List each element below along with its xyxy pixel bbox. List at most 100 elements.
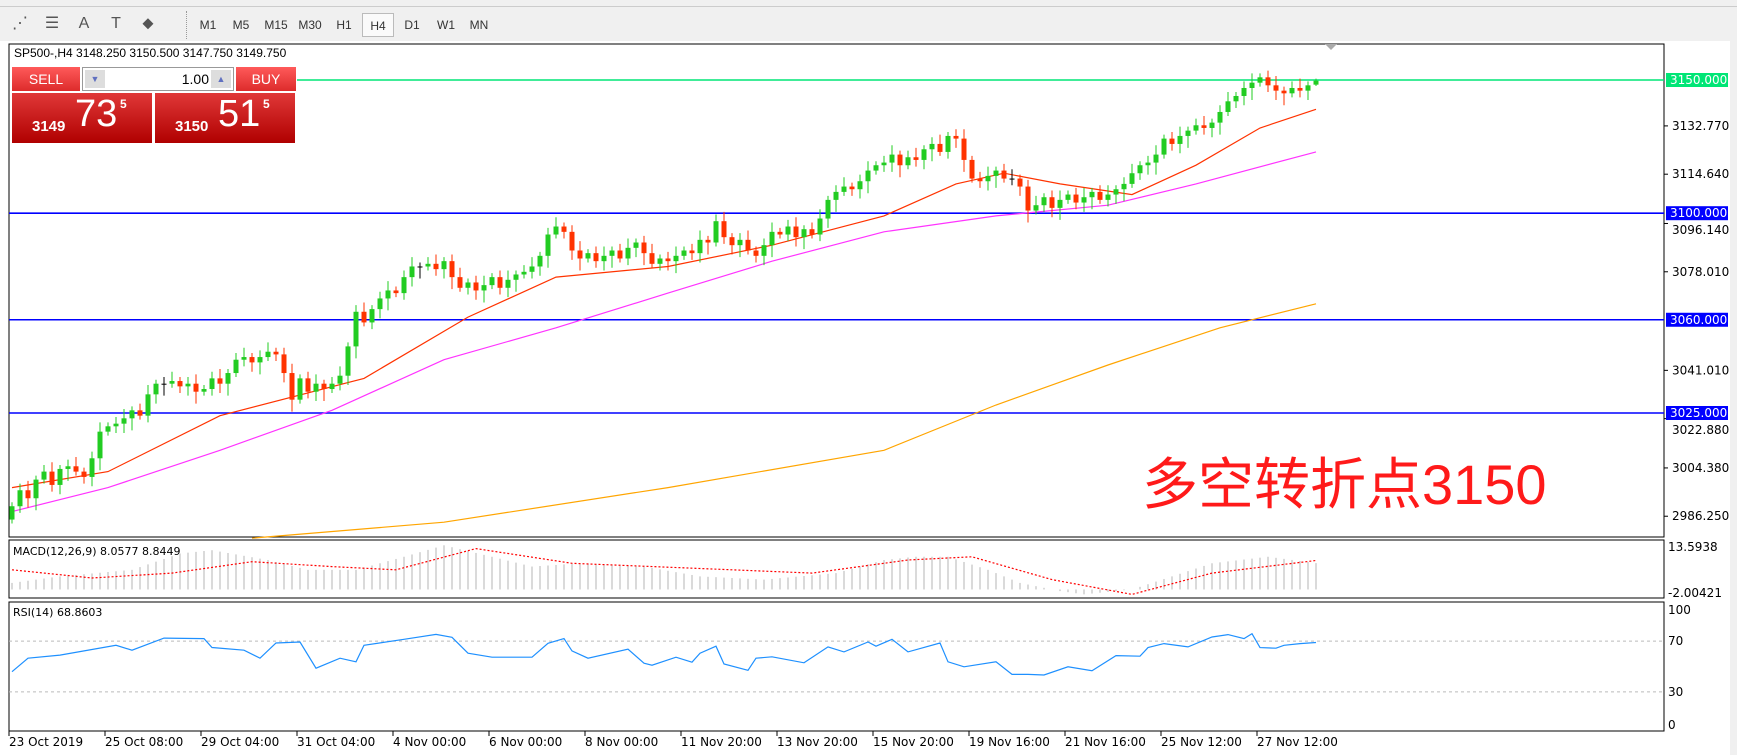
timeframe-mn[interactable]: MN	[469, 18, 489, 32]
sell-price-pips: 73	[75, 93, 118, 135]
candle-body	[801, 229, 807, 238]
candle-body	[729, 237, 735, 246]
candle-body	[497, 277, 503, 288]
timeframe-d1[interactable]: D1	[404, 18, 420, 32]
candle-body	[833, 191, 839, 200]
buy-price-prefix: 3150	[175, 118, 209, 135]
candle-body	[617, 250, 623, 259]
candle-body	[329, 383, 335, 390]
price-axis-label: 3078.010	[1672, 265, 1729, 279]
timeframe-w1[interactable]: W1	[437, 18, 455, 32]
candle-body	[249, 357, 255, 363]
candle-body	[545, 234, 551, 256]
candle-body	[1273, 85, 1279, 91]
candle-body	[1009, 178, 1015, 180]
candle-body	[1113, 189, 1119, 195]
lot-size-stepper[interactable]: ▼ 1.00 ▲	[82, 67, 234, 91]
price-axis-label: 3114.640	[1672, 167, 1729, 181]
candle-body	[1097, 191, 1103, 200]
price-axis-label: 3022.880	[1672, 423, 1729, 437]
candle-body	[1161, 138, 1167, 155]
macd-histogram	[11, 545, 1317, 595]
price-line-label: 3150.000	[1670, 73, 1727, 87]
candle-body	[785, 226, 791, 235]
candle-body	[417, 266, 423, 268]
sell-price-fraction: 5	[120, 97, 127, 111]
timeframe-m1[interactable]: M1	[199, 18, 217, 32]
time-axis-label: 21 Nov 16:00	[1065, 735, 1146, 749]
timeframe-m5[interactable]: M5	[232, 18, 250, 32]
increase-lot-icon[interactable]: ▲	[211, 70, 231, 88]
candle-body	[361, 311, 367, 323]
candle-body	[929, 143, 935, 150]
candle-body	[241, 357, 247, 360]
candle-body	[313, 383, 319, 392]
candle-body	[937, 143, 943, 152]
candle-body	[537, 255, 543, 267]
candle-body	[193, 383, 199, 392]
candle-body	[745, 239, 751, 251]
lot-size-input[interactable]: 1.00	[181, 71, 209, 87]
candle-body	[217, 378, 223, 384]
candle-body	[1313, 80, 1319, 85]
candle-body	[793, 226, 799, 238]
candle-body	[1169, 138, 1175, 144]
candle-body	[961, 138, 967, 160]
candle-body	[969, 159, 975, 179]
candle-body	[905, 157, 911, 166]
timeframe-h1[interactable]: H1	[336, 18, 352, 32]
timeframe-h4[interactable]: H4	[362, 13, 394, 37]
candle-body	[569, 231, 575, 251]
candle-body	[57, 468, 63, 485]
candle-body	[401, 277, 407, 294]
chart-shift-marker-icon[interactable]	[1325, 44, 1337, 50]
candle-body	[1025, 186, 1031, 211]
candle-body	[113, 423, 119, 427]
text-icon[interactable]: A	[78, 15, 90, 32]
candle-body	[273, 351, 279, 355]
candle-body	[1281, 90, 1287, 94]
candle-body	[529, 266, 535, 272]
timeframe-m15[interactable]: M15	[264, 18, 288, 32]
candle-body	[129, 410, 135, 419]
candle-body	[817, 218, 823, 235]
candle-body	[1297, 87, 1303, 91]
candle-body	[49, 471, 55, 485]
candle-body	[585, 253, 591, 259]
candle-body	[89, 458, 95, 477]
candle-body	[233, 359, 239, 374]
buy-button[interactable]: BUY	[236, 67, 296, 91]
text-label-icon[interactable]: T	[111, 15, 121, 32]
candle-body	[321, 383, 327, 390]
buy-price-button[interactable]: 3150 51 5	[155, 93, 295, 143]
candle-body	[1217, 111, 1223, 123]
candle-body	[713, 221, 719, 243]
candle-body	[97, 431, 103, 459]
time-axis-label: 29 Oct 04:00	[201, 735, 279, 749]
price-line-label: 3100.000	[1670, 206, 1727, 220]
candle-body	[873, 165, 879, 171]
elliott-wave-icon[interactable]: ⋰	[12, 15, 28, 32]
candle-body	[1257, 77, 1263, 83]
rsi-axis-label: 30	[1668, 685, 1683, 699]
price-axis-label: 3041.010	[1672, 363, 1729, 377]
candle-body	[865, 170, 871, 182]
candle-body	[1225, 101, 1231, 112]
candle-body	[1129, 173, 1135, 184]
sell-button[interactable]: SELL	[12, 67, 80, 91]
sell-price-button[interactable]: 3149 73 5	[12, 93, 152, 143]
timeframe-m30[interactable]: M30	[298, 18, 322, 32]
macd-signal-line	[11, 547, 1317, 596]
arrows-icon[interactable]: ⬥	[142, 15, 154, 32]
candle-body	[593, 253, 599, 262]
candle-body	[881, 162, 887, 166]
candle-body	[857, 181, 863, 190]
candle-body	[1057, 199, 1063, 208]
fibonacci-icon[interactable]: ☰	[44, 15, 60, 32]
rsi-axis-label: 70	[1668, 634, 1683, 648]
candle-body	[505, 279, 511, 288]
candle-body	[721, 221, 727, 238]
decrease-lot-icon[interactable]: ▼	[85, 70, 105, 88]
price-axis-label: 3096.140	[1672, 223, 1729, 237]
